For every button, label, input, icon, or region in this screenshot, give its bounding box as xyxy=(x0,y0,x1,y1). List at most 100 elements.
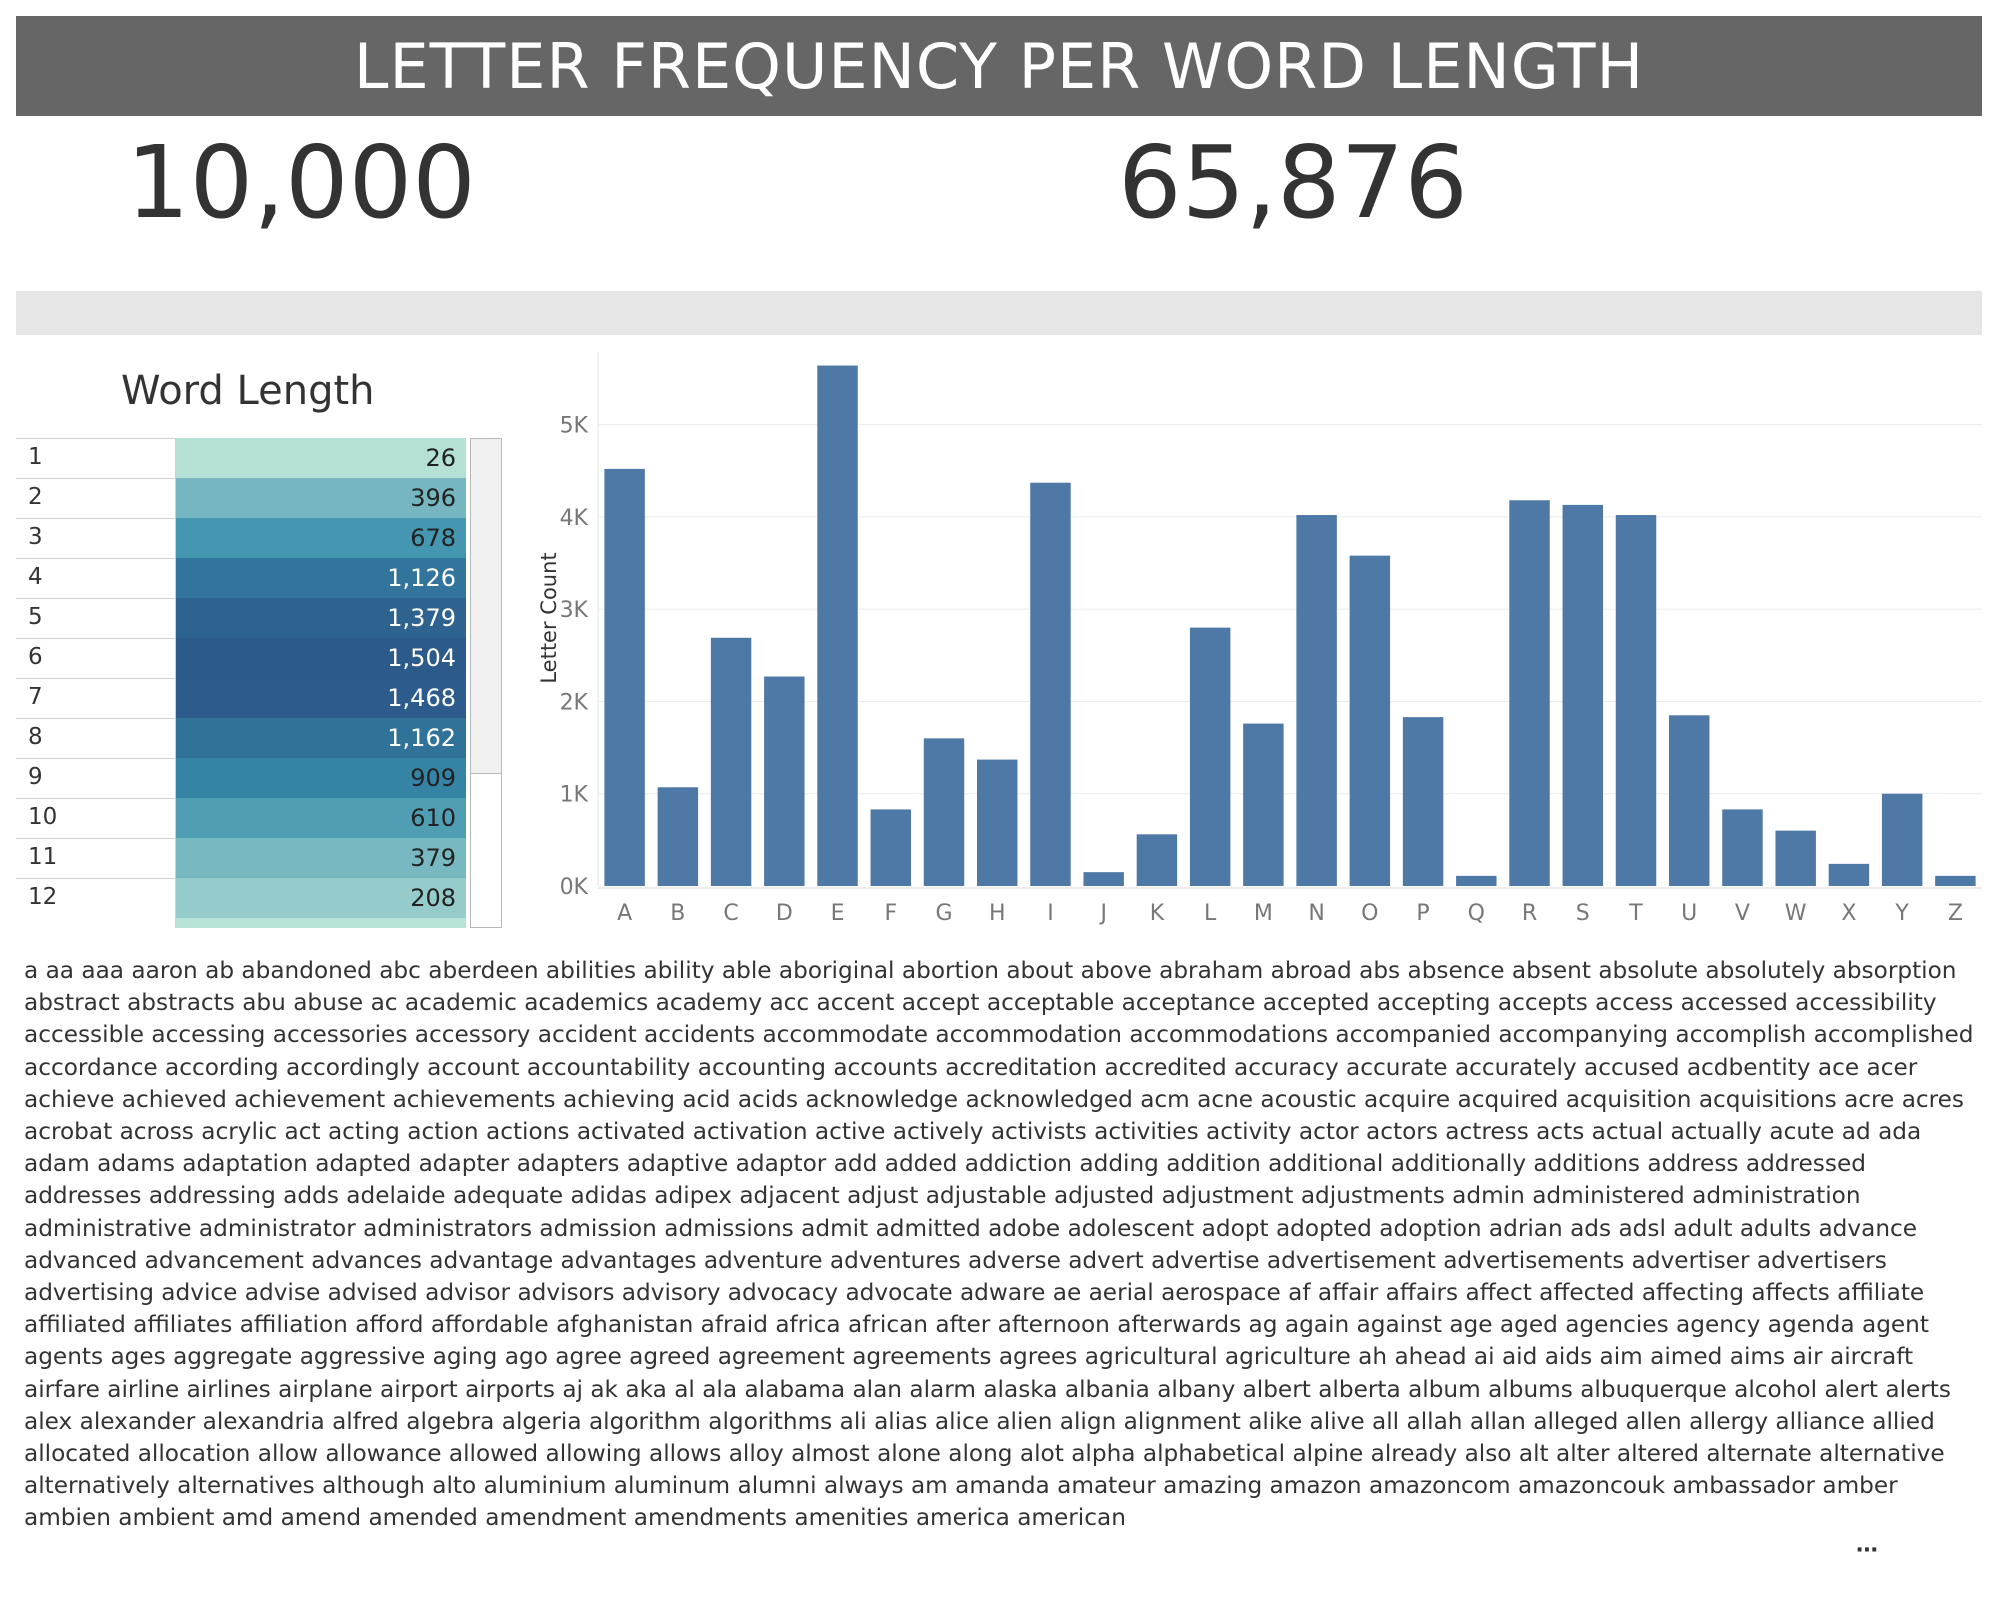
word-item[interactable]: actress xyxy=(1445,1118,1529,1146)
word-item[interactable]: album xyxy=(1408,1375,1481,1403)
word-item[interactable]: affecting xyxy=(1641,1279,1744,1307)
word-item[interactable]: aggregate xyxy=(173,1343,293,1371)
word-item[interactable]: adrian xyxy=(1488,1214,1563,1242)
word-length-row[interactable]: 10 610 xyxy=(16,798,466,838)
word-item[interactable]: accident xyxy=(537,1021,637,1049)
word-item[interactable]: added xyxy=(884,1150,958,1178)
word-item[interactable]: abortion xyxy=(901,957,999,984)
word-item[interactable]: affair xyxy=(1317,1279,1379,1307)
word-length-cell[interactable]: 1,504 xyxy=(176,638,466,678)
word-item[interactable]: abs xyxy=(1359,957,1401,984)
word-length-row[interactable]: 7 1,468 xyxy=(16,678,466,718)
word-item[interactable]: acceptable xyxy=(986,989,1115,1017)
word-item[interactable]: accessible xyxy=(24,1021,145,1049)
word-item[interactable]: adoption xyxy=(1379,1214,1482,1242)
word-item[interactable]: accessed xyxy=(1680,989,1788,1017)
word-item[interactable]: accountability xyxy=(526,1053,691,1081)
word-item[interactable]: after xyxy=(935,1311,991,1339)
word-item[interactable]: ambien xyxy=(24,1504,111,1532)
word-item[interactable]: add xyxy=(833,1150,878,1178)
word-item[interactable]: allow xyxy=(257,1440,318,1468)
word-item[interactable]: amd xyxy=(221,1504,274,1532)
word-item[interactable]: adolescent xyxy=(1067,1214,1195,1242)
word-item[interactable]: afternoon xyxy=(997,1311,1110,1339)
word-item[interactable]: also xyxy=(1464,1440,1512,1468)
word-item[interactable]: able xyxy=(721,957,772,984)
word-item[interactable]: ai xyxy=(1473,1343,1495,1371)
word-item[interactable]: allan xyxy=(1469,1407,1526,1435)
word-item[interactable]: acne xyxy=(1197,1085,1254,1113)
word-item[interactable]: alaska xyxy=(983,1375,1058,1403)
word-item[interactable]: amend xyxy=(280,1504,362,1532)
word-item[interactable]: aims xyxy=(1729,1343,1786,1371)
word-item[interactable]: acdbentity xyxy=(1686,1053,1811,1081)
word-item[interactable]: amazoncouk xyxy=(1517,1472,1666,1500)
word-item[interactable]: adapters xyxy=(516,1150,620,1178)
word-item[interactable]: albany xyxy=(1157,1375,1236,1403)
word-item[interactable]: alternate xyxy=(1706,1440,1812,1468)
word-item[interactable]: african xyxy=(848,1311,929,1339)
word-length-row[interactable]: 9 909 xyxy=(16,758,466,798)
word-length-cell[interactable]: 379 xyxy=(176,838,466,878)
word-item[interactable]: algeria xyxy=(501,1407,582,1435)
word-item[interactable]: achievement xyxy=(234,1085,386,1113)
word-item[interactable]: action xyxy=(407,1118,479,1146)
word-item[interactable]: albert xyxy=(1242,1375,1311,1403)
word-length-row[interactable]: 11 379 xyxy=(16,838,466,878)
word-length-cell[interactable]: 396 xyxy=(176,478,466,518)
word-item[interactable]: adjustable xyxy=(925,1182,1047,1210)
word-item[interactable]: ah xyxy=(1358,1343,1388,1371)
word-item[interactable]: amazoncom xyxy=(1368,1472,1511,1500)
word-item[interactable]: advance xyxy=(1818,1214,1918,1242)
word-item[interactable]: abc xyxy=(379,957,421,984)
word-item[interactable]: allied xyxy=(1872,1407,1935,1435)
word-item[interactable]: aged xyxy=(1499,1311,1558,1339)
word-item[interactable]: addresses xyxy=(24,1182,142,1210)
word-item[interactable]: agreed xyxy=(629,1343,711,1371)
word-item[interactable]: adventures xyxy=(829,1246,961,1274)
word-item[interactable]: accounting xyxy=(697,1053,826,1081)
word-item[interactable]: accepted xyxy=(1262,989,1370,1017)
word-item[interactable]: advantages xyxy=(560,1246,697,1274)
word-length-row[interactable]: 8 1,162 xyxy=(16,718,466,758)
word-item[interactable]: algebra xyxy=(406,1407,495,1435)
word-item[interactable]: acc xyxy=(769,989,810,1017)
word-item[interactable]: aerial xyxy=(1088,1279,1154,1307)
word-item[interactable]: accreditation xyxy=(945,1053,1098,1081)
word-item[interactable]: affected xyxy=(1539,1279,1635,1307)
word-item[interactable]: accessing xyxy=(151,1021,266,1049)
word-item[interactable]: advert xyxy=(1068,1246,1144,1274)
word-item[interactable]: advisor xyxy=(425,1279,511,1307)
word-item[interactable]: almost xyxy=(791,1440,870,1468)
word-item[interactable]: ada xyxy=(1878,1118,1922,1146)
word-item[interactable]: amazon xyxy=(1269,1472,1362,1500)
word-item[interactable]: abu xyxy=(242,989,286,1017)
word-item[interactable]: acrylic xyxy=(201,1118,278,1146)
word-item[interactable]: achievements xyxy=(392,1085,556,1113)
word-item[interactable]: adjustment xyxy=(1161,1182,1294,1210)
word-item[interactable]: admissions xyxy=(664,1214,794,1242)
word-item[interactable]: accurately xyxy=(1454,1053,1577,1081)
word-item[interactable]: amazing xyxy=(1163,1472,1263,1500)
word-item[interactable]: acknowledge xyxy=(805,1085,959,1113)
word-item[interactable]: ability xyxy=(643,957,715,984)
word-item[interactable]: adequate xyxy=(452,1182,564,1210)
word-item[interactable]: aj xyxy=(562,1375,583,1403)
word-item[interactable]: adjacent xyxy=(739,1182,840,1210)
word-item[interactable]: aberdeen xyxy=(428,957,539,984)
word-item[interactable]: additional xyxy=(1268,1150,1384,1178)
word-item[interactable]: achieve xyxy=(24,1085,115,1113)
word-item[interactable]: alcohol xyxy=(1734,1375,1818,1403)
word-item[interactable]: age xyxy=(1449,1311,1493,1339)
word-item[interactable]: acquire xyxy=(1364,1085,1451,1113)
word-item[interactable]: addition xyxy=(1166,1150,1261,1178)
word-item[interactable]: a xyxy=(24,957,39,984)
word-item[interactable]: administrative xyxy=(24,1214,192,1242)
word-item[interactable]: advocate xyxy=(845,1279,953,1307)
word-item[interactable]: already xyxy=(1370,1440,1458,1468)
word-item[interactable]: allen xyxy=(1625,1407,1682,1435)
word-item[interactable]: alliance xyxy=(1775,1407,1865,1435)
word-length-row[interactable]: 5 1,379 xyxy=(16,598,466,638)
word-item[interactable]: adjust xyxy=(847,1182,919,1210)
word-item[interactable]: alone xyxy=(877,1440,941,1468)
